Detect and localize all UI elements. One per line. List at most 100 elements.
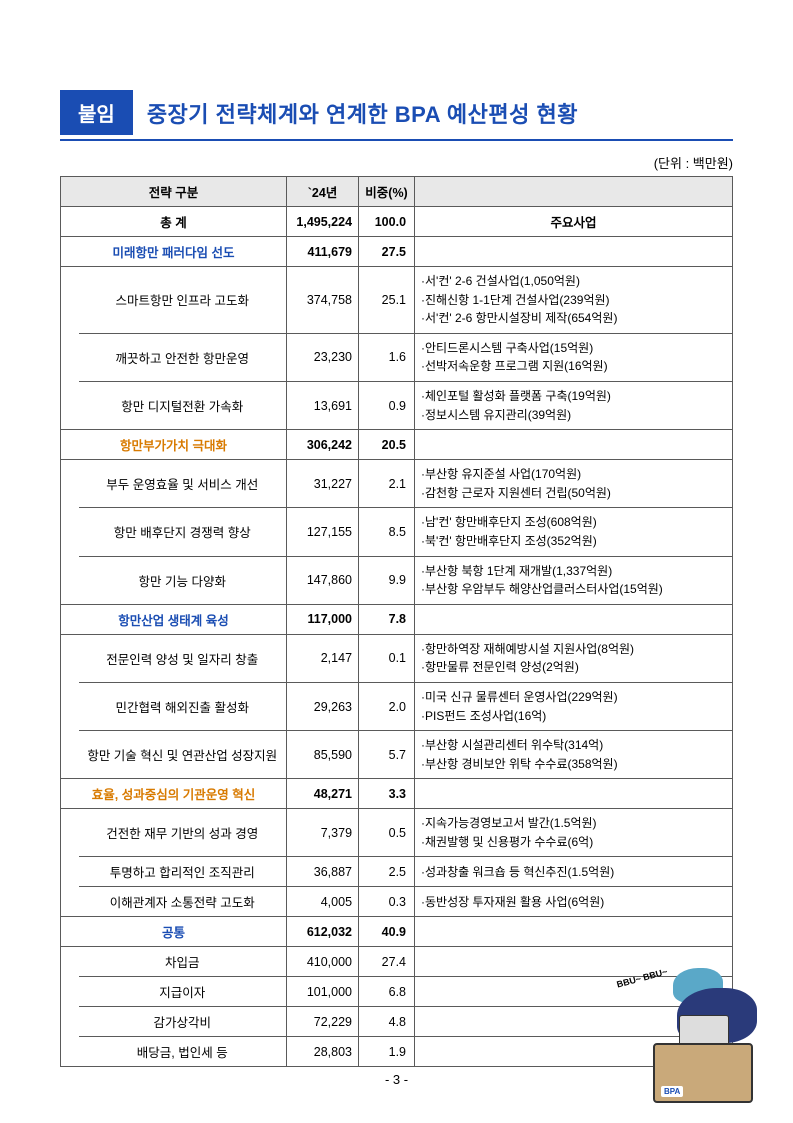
table-cell: 23,230	[287, 333, 359, 381]
table-cell: 효율, 성과중심의 기관운영 혁신	[61, 779, 287, 809]
table-cell: 6.8	[359, 977, 415, 1007]
table-cell	[415, 604, 733, 634]
table-cell: ·부산항 북항 1단계 재개발(1,337억원)·부산항 우암부두 해양산업클러…	[415, 556, 733, 604]
table-cell: 374,758	[287, 267, 359, 334]
table-cell: ·부산항 시설관리센터 위수탁(314억)·부산항 경비보안 위탁 수수료(35…	[415, 731, 733, 779]
budget-table: 전략 구분 `24년 비중(%) 총 계1,495,224100.0주요사업미래…	[60, 176, 733, 1067]
table-cell: 40.9	[359, 917, 415, 947]
table-cell: 2.1	[359, 460, 415, 508]
table-cell	[415, 917, 733, 947]
table-cell: 1.9	[359, 1037, 415, 1067]
table-cell: 2.5	[359, 857, 415, 887]
table-cell: 27.4	[359, 947, 415, 977]
table-cell	[61, 460, 79, 605]
table-cell: 차입금	[79, 947, 287, 977]
table-cell	[61, 809, 79, 917]
table-cell	[415, 430, 733, 460]
col-empty	[415, 177, 733, 207]
table-cell: 31,227	[287, 460, 359, 508]
table-cell	[415, 237, 733, 267]
table-cell	[61, 947, 79, 1067]
table-cell: 감가상각비	[79, 1007, 287, 1037]
table-cell: 7,379	[287, 809, 359, 857]
table-cell: 612,032	[287, 917, 359, 947]
table-cell: 2.0	[359, 682, 415, 730]
table-cell	[61, 634, 79, 779]
table-cell: 항만 기술 혁신 및 연관산업 성장지원	[79, 731, 287, 779]
title-underline	[60, 139, 733, 141]
table-cell: 항만 배후단지 경쟁력 향상	[79, 508, 287, 556]
table-cell: 1.6	[359, 333, 415, 381]
table-cell: 29,263	[287, 682, 359, 730]
laptop-icon	[679, 1015, 729, 1045]
table-cell: 총 계	[61, 207, 287, 237]
table-cell: 85,590	[287, 731, 359, 779]
table-cell: 5.7	[359, 731, 415, 779]
table-cell: 13,691	[287, 381, 359, 429]
table-cell: 27.5	[359, 237, 415, 267]
table-cell: 0.5	[359, 809, 415, 857]
col-strategy: 전략 구분	[61, 177, 287, 207]
table-cell: 0.9	[359, 381, 415, 429]
table-cell: 410,000	[287, 947, 359, 977]
table-cell: 4,005	[287, 887, 359, 917]
table-cell: 72,229	[287, 1007, 359, 1037]
table-cell: ·항만하역장 재해예방시설 지원사업(8억원)·항만물류 전문인력 양성(2억원…	[415, 634, 733, 682]
table-cell: 항만 디지털전환 가속화	[79, 381, 287, 429]
table-cell: 4.8	[359, 1007, 415, 1037]
attachment-badge: 붙임	[60, 90, 133, 135]
table-cell: 0.1	[359, 634, 415, 682]
col-year: `24년	[287, 177, 359, 207]
speech-bubble: BBU~ BBU~	[616, 966, 669, 989]
table-cell: 2,147	[287, 634, 359, 682]
table-cell: 부두 운영효율 및 서비스 개선	[79, 460, 287, 508]
table-cell: 3.3	[359, 779, 415, 809]
table-cell: 배당금, 법인세 등	[79, 1037, 287, 1067]
table-cell: 36,887	[287, 857, 359, 887]
desk-icon: BPA	[653, 1043, 753, 1103]
table-cell	[61, 267, 79, 430]
table-cell: 깨끗하고 안전한 항만운영	[79, 333, 287, 381]
table-cell: 미래항만 패러다임 선도	[61, 237, 287, 267]
unit-label: (단위 : 백만원)	[60, 153, 733, 172]
table-cell: ·남'컨' 항만배후단지 조성(608억원)·북'컨' 항만배후단지 조성(35…	[415, 508, 733, 556]
mascot-illustration: BBU~ BBU~ BPA	[613, 963, 763, 1103]
table-cell: 건전한 재무 기반의 성과 경영	[79, 809, 287, 857]
table-cell: 9.9	[359, 556, 415, 604]
table-cell: 공통	[61, 917, 287, 947]
table-cell: ·안티드론시스템 구축사업(15억원)·선박저속운항 프로그램 지원(16억원)	[415, 333, 733, 381]
table-cell: 7.8	[359, 604, 415, 634]
table-cell: 25.1	[359, 267, 415, 334]
table-cell: 100.0	[359, 207, 415, 237]
table-cell: 101,000	[287, 977, 359, 1007]
table-cell: ·동반성장 투자재원 활용 사업(6억원)	[415, 887, 733, 917]
table-cell: 147,860	[287, 556, 359, 604]
table-cell: 전문인력 양성 및 일자리 창출	[79, 634, 287, 682]
table-cell: 117,000	[287, 604, 359, 634]
table-cell: 스마트항만 인프라 고도화	[79, 267, 287, 334]
table-cell: 투명하고 합리적인 조직관리	[79, 857, 287, 887]
table-cell: ·지속가능경영보고서 발간(1.5억원)·채권발행 및 신용평가 수수료(6억)	[415, 809, 733, 857]
table-cell: 8.5	[359, 508, 415, 556]
col-pct: 비중(%)	[359, 177, 415, 207]
table-cell: ·성과창출 워크숍 등 혁신추진(1.5억원)	[415, 857, 733, 887]
table-cell: 항만산업 생태계 육성	[61, 604, 287, 634]
table-cell: 민간협력 해외진출 활성화	[79, 682, 287, 730]
table-cell: 1,495,224	[287, 207, 359, 237]
bpa-logo: BPA	[661, 1086, 683, 1097]
table-cell: ·체인포털 활성화 플랫폼 구축(19억원)·정보시스템 유지관리(39억원)	[415, 381, 733, 429]
table-cell: 411,679	[287, 237, 359, 267]
table-cell: ·부산항 유지준설 사업(170억원)·감천항 근로자 지원센터 건립(50억원…	[415, 460, 733, 508]
table-cell: 이해관계자 소통전략 고도화	[79, 887, 287, 917]
table-cell: 항만 기능 다양화	[79, 556, 287, 604]
table-cell: 0.3	[359, 887, 415, 917]
table-cell: 127,155	[287, 508, 359, 556]
table-cell: 주요사업	[415, 207, 733, 237]
table-cell: 20.5	[359, 430, 415, 460]
table-cell: ·서'컨' 2-6 건설사업(1,050억원)·진해신항 1-1단계 건설사업(…	[415, 267, 733, 334]
table-cell: 48,271	[287, 779, 359, 809]
table-cell	[415, 779, 733, 809]
table-cell: ·미국 신규 물류센터 운영사업(229억원)·PIS펀드 조성사업(16억)	[415, 682, 733, 730]
table-cell: 28,803	[287, 1037, 359, 1067]
table-cell: 306,242	[287, 430, 359, 460]
